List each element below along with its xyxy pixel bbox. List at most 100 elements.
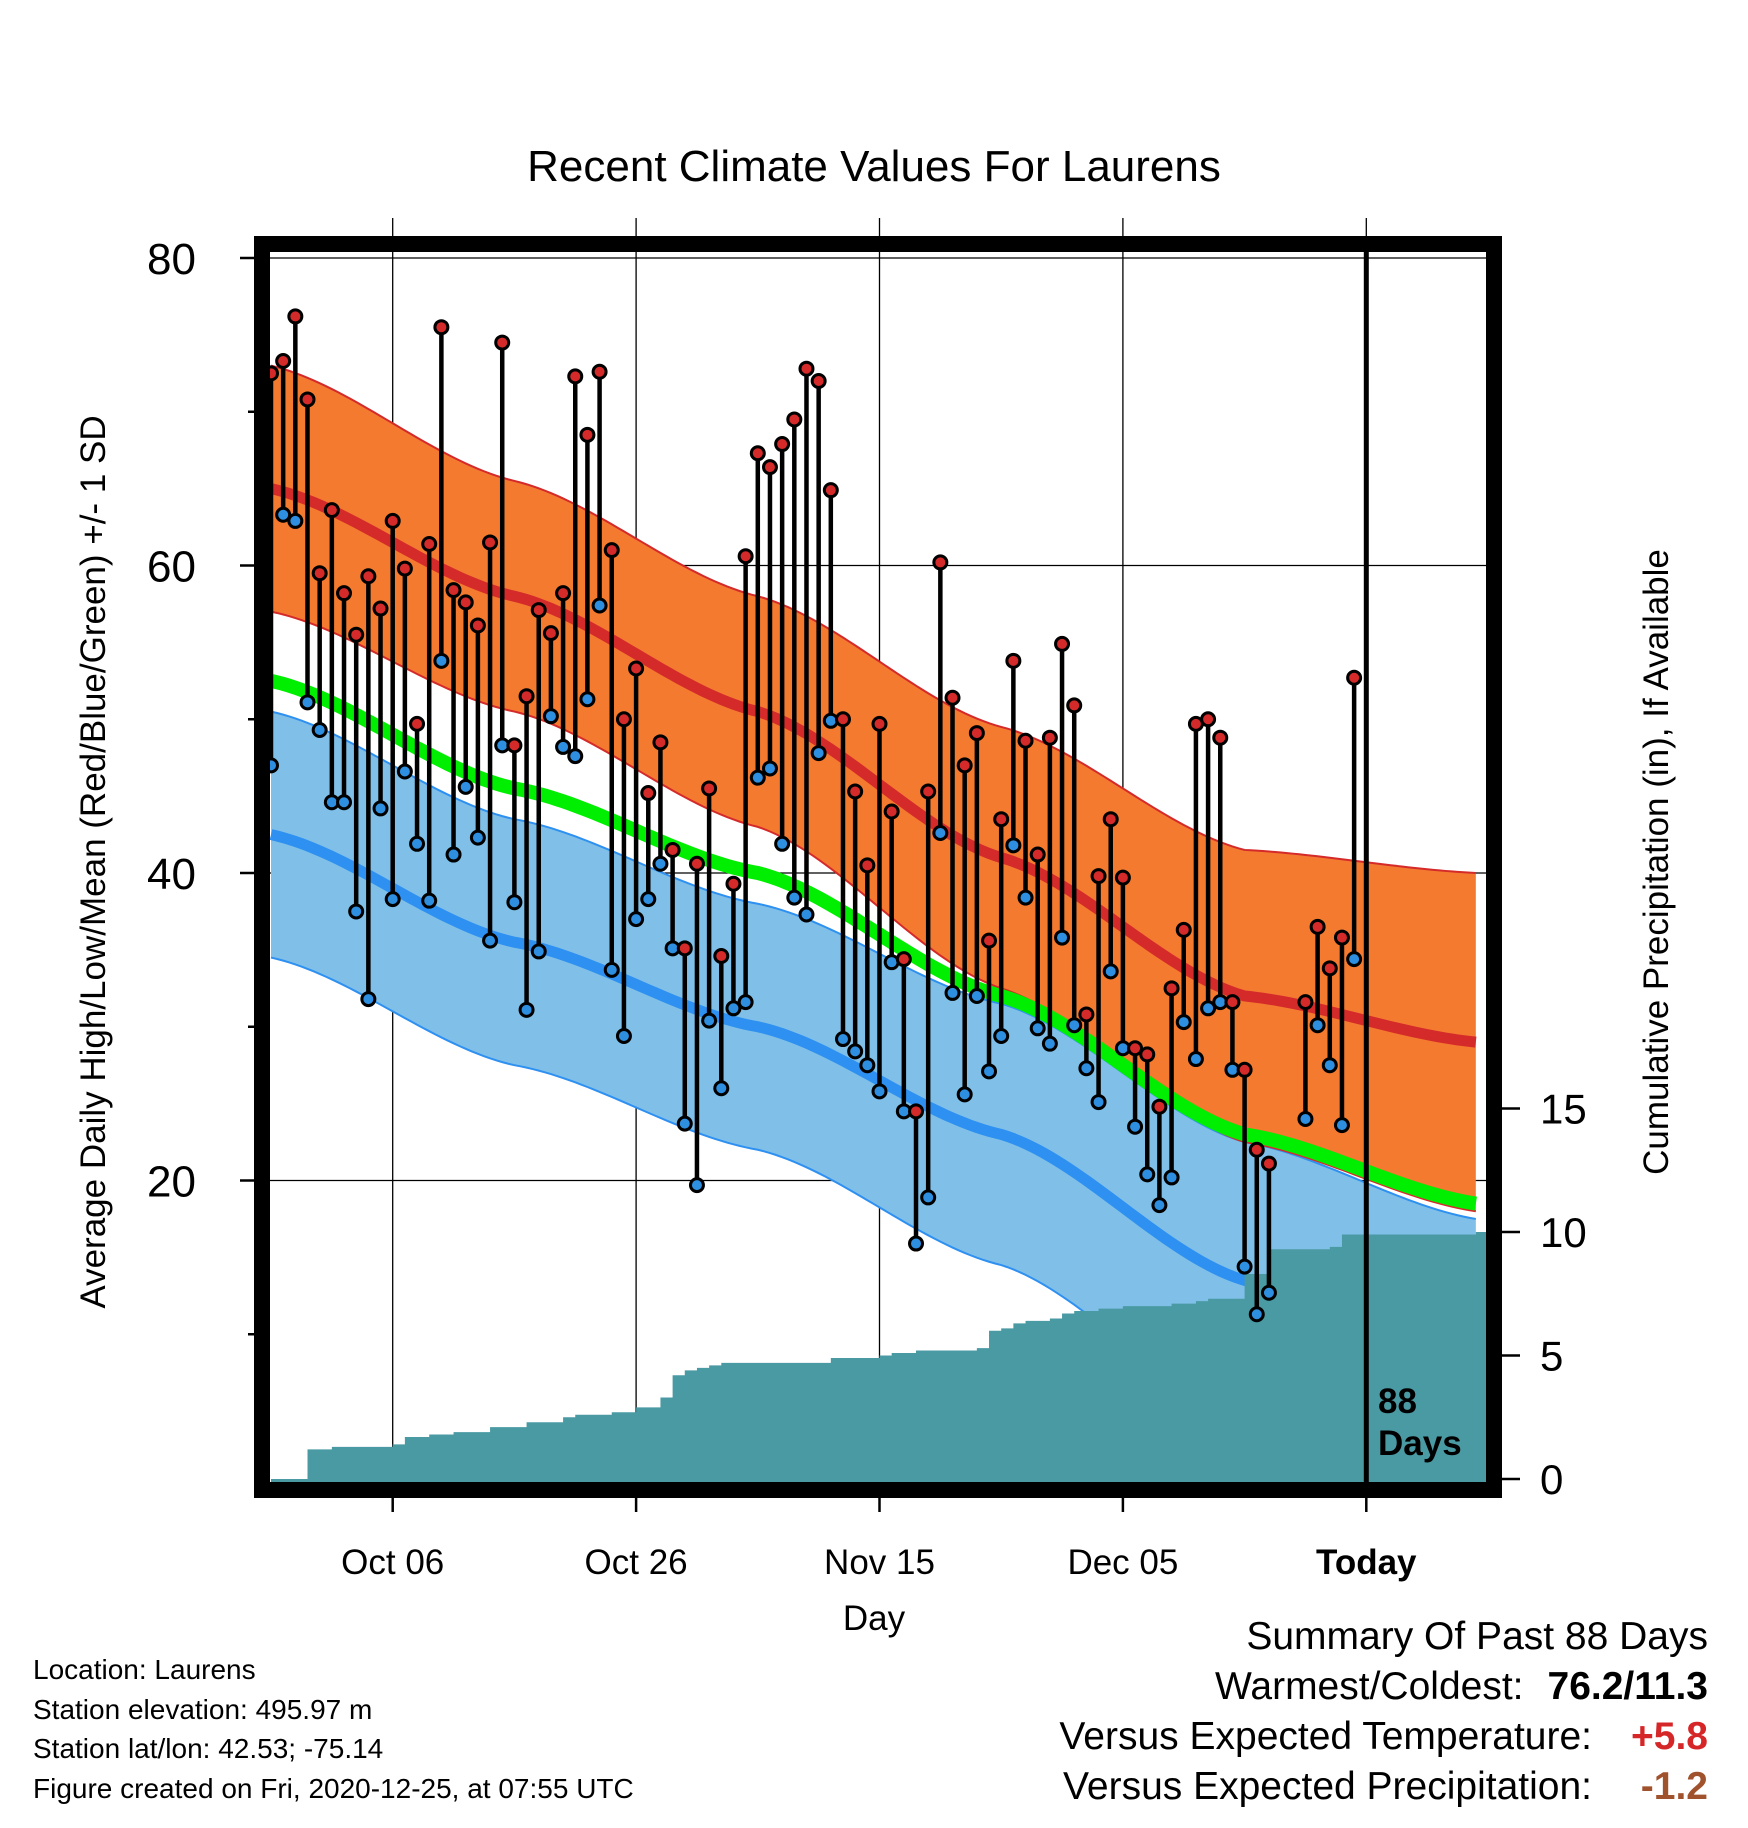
daily-low-point <box>1127 1118 1144 1135</box>
daily-high-point <box>1114 869 1131 886</box>
daily-high-point <box>1260 1155 1277 1172</box>
daily-high-point <box>713 948 730 965</box>
daily-high-point <box>944 689 961 706</box>
daily-high-point <box>822 482 839 499</box>
daily-high-point <box>968 725 985 742</box>
plot-frame <box>254 236 1502 1498</box>
daily-high-point <box>445 582 462 599</box>
daily-high-point <box>1090 868 1107 885</box>
daily-low-point <box>336 794 353 811</box>
daily-high-point <box>555 585 572 602</box>
precip-anomaly-value: -1.2 <box>1640 1765 1708 1808</box>
low-sd-band <box>271 711 1476 1490</box>
daily-high-point <box>482 534 499 551</box>
warm-cold-label: Warmest/Coldest: <box>1215 1665 1524 1708</box>
daily-high-point <box>1175 921 1192 938</box>
daily-low-point <box>676 1115 693 1132</box>
daily-low-point <box>944 984 961 1001</box>
daily-high-point <box>396 560 413 577</box>
daily-high-point <box>628 660 645 677</box>
daily-high-point <box>859 857 876 874</box>
daily-low-point <box>774 835 791 852</box>
daily-high-point <box>287 308 304 325</box>
daily-high-point <box>1248 1141 1265 1158</box>
daily-low-point <box>348 903 365 920</box>
daily-high-point <box>640 785 657 802</box>
daily-low-point <box>1090 1094 1107 1111</box>
daily-low-point <box>299 694 316 711</box>
created-text: Figure created on Fri, 2020-12-25, at 07… <box>33 1772 634 1804</box>
daily-high-point <box>761 459 778 476</box>
daily-low-point <box>859 1057 876 1074</box>
daily-low-point <box>701 1012 718 1029</box>
daily-high-point <box>1127 1040 1144 1057</box>
daily-low-point <box>287 512 304 529</box>
daily-high-point <box>530 602 547 619</box>
daily-low-point <box>1005 837 1022 854</box>
daily-low-point <box>1066 1017 1083 1034</box>
daily-low-point <box>834 1031 851 1048</box>
daily-high-point <box>567 368 584 385</box>
high-sd-upper-edge <box>270 364 1476 874</box>
daily-high-point <box>993 811 1010 828</box>
daily-low-point <box>1346 951 1363 968</box>
x-tick-label: Oct 06 <box>341 1543 444 1582</box>
daily-low-point <box>761 760 778 777</box>
y-tick-label-right: 0 <box>1540 1456 1563 1503</box>
daily-high-point <box>1066 697 1083 714</box>
daily-high-point <box>1102 811 1119 828</box>
daily-high-point <box>421 535 438 552</box>
daily-high-point <box>360 568 377 585</box>
temp-anomaly-row: Versus Expected Temperature: +5.8 <box>1059 1712 1708 1762</box>
daily-high-point <box>798 360 815 377</box>
daily-low-point <box>445 846 462 863</box>
daily-high-point <box>883 803 900 820</box>
x-tick-label: Oct 26 <box>585 1543 688 1582</box>
daily-high-point <box>1309 918 1326 935</box>
daily-high-point <box>1054 635 1071 652</box>
y-tick-label-left: 20 <box>147 1158 196 1207</box>
summary-panel: Summary Of Past 88 Days Warmest/Coldest:… <box>1059 1612 1708 1812</box>
daily-high-point <box>932 554 949 571</box>
daily-low-point <box>1078 1060 1095 1077</box>
location-text: Location: Laurens <box>33 1654 256 1685</box>
days-count-label: 88 <box>1378 1382 1417 1421</box>
daily-high-point <box>737 548 754 565</box>
high-sd-band <box>271 365 1476 1212</box>
daily-high-point <box>433 319 450 336</box>
daily-low-point <box>518 1001 535 1018</box>
daily-high-point <box>542 625 559 642</box>
warm-cold-value: 76.2/11.3 <box>1547 1665 1709 1708</box>
daily-low-point <box>1236 1258 1253 1275</box>
daily-high-point <box>908 1103 925 1120</box>
daily-low-point <box>1102 963 1119 980</box>
daily-high-point <box>336 585 353 602</box>
daily-low-point <box>1139 1166 1156 1183</box>
daily-high-point <box>615 711 632 728</box>
daily-low-point <box>1175 1014 1192 1031</box>
daily-low-point <box>384 891 401 908</box>
daily-low-point <box>798 906 815 923</box>
daily-low-point <box>993 1027 1010 1044</box>
temp-anomaly-label: Versus Expected Temperature: <box>1059 1715 1592 1758</box>
days-word-label: Days <box>1378 1424 1462 1463</box>
summary-heading: Summary Of Past 88 Days <box>1246 1615 1708 1658</box>
daily-low-point <box>725 1000 742 1017</box>
daily-high-point <box>348 626 365 643</box>
daily-high-point <box>664 841 681 858</box>
daily-low-point <box>372 800 389 817</box>
daily-high-point <box>518 688 535 705</box>
daily-low-point <box>1333 1117 1350 1134</box>
daily-low-point <box>1248 1306 1265 1323</box>
x-axis-label: Day <box>843 1599 906 1638</box>
daily-high-point <box>579 426 596 443</box>
daily-high-point <box>1236 1061 1253 1078</box>
daily-high-point <box>1321 960 1338 977</box>
daily-high-point <box>1212 729 1229 746</box>
daily-high-point <box>1041 729 1058 746</box>
daily-low-point <box>847 1043 864 1060</box>
daily-high-point <box>834 711 851 728</box>
daily-high-point <box>749 445 766 462</box>
daily-low-point <box>482 932 499 949</box>
